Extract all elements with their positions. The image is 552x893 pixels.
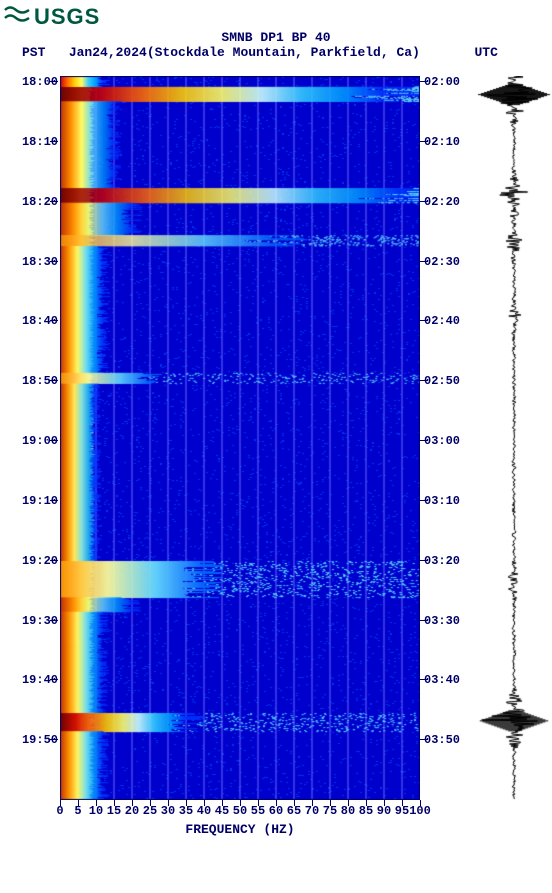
x-tick: 40 <box>197 804 211 818</box>
x-tick: 50 <box>233 804 247 818</box>
y-left-tick: 19:30 <box>14 614 58 628</box>
y-right-tick: 02:20 <box>424 195 468 209</box>
x-tick: 35 <box>179 804 193 818</box>
y-axis-right: 02:00 02:10 02:20 02:30 02:40 02:50 03:00 03:10… <box>424 76 468 800</box>
y-right-tick: 02:40 <box>424 314 468 328</box>
x-tick: 20 <box>125 804 139 818</box>
x-tick: 75 <box>323 804 337 818</box>
x-tick: 30 <box>161 804 175 818</box>
y-left-tick: 19:20 <box>14 554 58 568</box>
x-tick: 70 <box>305 804 319 818</box>
x-tick: 0 <box>56 804 63 818</box>
y-left-tick: 18:20 <box>14 195 58 209</box>
pst-label: PST <box>22 45 45 60</box>
x-tick: 15 <box>107 804 121 818</box>
x-axis: 0510152025303540455055606570758085909510… <box>60 804 420 822</box>
x-tick: 85 <box>359 804 373 818</box>
y-left-tick: 18:10 <box>14 135 58 149</box>
usgs-logo-text: USGS <box>34 4 100 30</box>
x-tick: 80 <box>341 804 355 818</box>
y-left-tick: 19:50 <box>14 733 58 747</box>
x-tick: 55 <box>251 804 265 818</box>
y-right-tick: 02:30 <box>424 255 468 269</box>
x-tick: 100 <box>409 804 431 818</box>
y-right-tick: 03:20 <box>424 554 468 568</box>
y-left-tick: 18:30 <box>14 255 58 269</box>
y-left-tick: 18:50 <box>14 374 58 388</box>
y-axis-left: 18:00 18:10 18:20 18:30 18:40 18:50 19:00 19:10… <box>14 76 58 800</box>
seismogram-trace <box>476 76 552 800</box>
chart-subtitle: PST Jan24,2024(Stockdale Mountain, Parkf… <box>4 45 548 60</box>
y-right-tick: 03:30 <box>424 614 468 628</box>
x-tick: 25 <box>143 804 157 818</box>
y-right-tick: 02:00 <box>424 75 468 89</box>
y-left-tick: 19:00 <box>14 434 58 448</box>
y-right-tick: 02:50 <box>424 374 468 388</box>
usgs-logo: USGS <box>4 4 548 30</box>
y-right-tick: 02:10 <box>424 135 468 149</box>
y-left-tick: 18:40 <box>14 314 58 328</box>
y-right-tick: 03:50 <box>424 733 468 747</box>
chart-title: SMNB DP1 BP 40 <box>4 30 548 45</box>
station-label: Jan24,2024(Stockdale Mountain, Parkfield… <box>69 45 420 60</box>
x-tick: 90 <box>377 804 391 818</box>
y-left-tick: 19:10 <box>14 494 58 508</box>
y-right-tick: 03:10 <box>424 494 468 508</box>
x-tick: 65 <box>287 804 301 818</box>
y-right-tick: 03:00 <box>424 434 468 448</box>
x-tick: 5 <box>74 804 81 818</box>
y-right-tick: 03:40 <box>424 673 468 687</box>
x-tick: 95 <box>395 804 409 818</box>
y-left-tick: 18:00 <box>14 75 58 89</box>
y-left-tick: 19:40 <box>14 673 58 687</box>
plot-area: 18:00 18:10 18:20 18:30 18:40 18:50 19:00 19:10… <box>4 64 548 854</box>
x-tick: 60 <box>269 804 283 818</box>
x-tick: 10 <box>89 804 103 818</box>
utc-label: UTC <box>474 45 497 60</box>
usgs-wave-icon <box>4 4 30 30</box>
x-axis-title: FREQUENCY (HZ) <box>60 822 420 837</box>
x-tick: 45 <box>215 804 229 818</box>
spectrogram <box>60 76 420 800</box>
